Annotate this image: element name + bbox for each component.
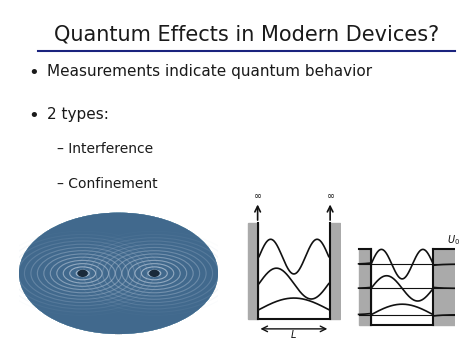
Text: – Confinement: – Confinement bbox=[57, 178, 157, 191]
Ellipse shape bbox=[19, 213, 218, 334]
Ellipse shape bbox=[19, 213, 218, 334]
Text: Measurements indicate quantum behavior: Measurements indicate quantum behavior bbox=[47, 64, 373, 79]
Bar bbox=[330, 223, 340, 319]
Text: 2 types:: 2 types: bbox=[47, 106, 109, 121]
Text: $\infty$: $\infty$ bbox=[253, 190, 262, 200]
Text: •: • bbox=[28, 64, 39, 82]
Ellipse shape bbox=[19, 213, 218, 334]
Text: $\infty$: $\infty$ bbox=[326, 190, 335, 200]
Text: Quantum Effects in Modern Devices?: Quantum Effects in Modern Devices? bbox=[54, 25, 439, 45]
Ellipse shape bbox=[19, 213, 218, 334]
Ellipse shape bbox=[19, 213, 218, 334]
Ellipse shape bbox=[19, 213, 218, 334]
Ellipse shape bbox=[19, 213, 218, 334]
Ellipse shape bbox=[19, 213, 218, 334]
Ellipse shape bbox=[19, 213, 218, 334]
Ellipse shape bbox=[19, 213, 218, 334]
Text: – Interference: – Interference bbox=[57, 142, 153, 156]
Ellipse shape bbox=[19, 213, 218, 334]
Text: $U_0$: $U_0$ bbox=[447, 234, 460, 247]
Ellipse shape bbox=[19, 213, 218, 334]
Ellipse shape bbox=[19, 213, 218, 334]
Ellipse shape bbox=[19, 213, 218, 334]
Ellipse shape bbox=[19, 213, 218, 334]
Text: $L$: $L$ bbox=[291, 328, 297, 340]
Ellipse shape bbox=[19, 213, 218, 334]
Ellipse shape bbox=[19, 213, 218, 334]
Ellipse shape bbox=[19, 213, 218, 334]
Ellipse shape bbox=[19, 213, 218, 334]
Ellipse shape bbox=[19, 213, 218, 334]
Circle shape bbox=[78, 271, 87, 276]
Ellipse shape bbox=[19, 213, 218, 334]
Ellipse shape bbox=[19, 213, 218, 334]
Ellipse shape bbox=[19, 213, 218, 334]
Ellipse shape bbox=[19, 213, 218, 334]
Ellipse shape bbox=[19, 213, 218, 334]
Text: •: • bbox=[28, 106, 39, 125]
Ellipse shape bbox=[19, 213, 218, 334]
Bar bbox=[248, 223, 258, 319]
Bar bbox=[359, 249, 371, 325]
Ellipse shape bbox=[19, 213, 218, 334]
Bar bbox=[433, 249, 455, 325]
Ellipse shape bbox=[19, 213, 218, 334]
Ellipse shape bbox=[19, 213, 218, 334]
Ellipse shape bbox=[19, 213, 218, 334]
Circle shape bbox=[150, 271, 159, 276]
